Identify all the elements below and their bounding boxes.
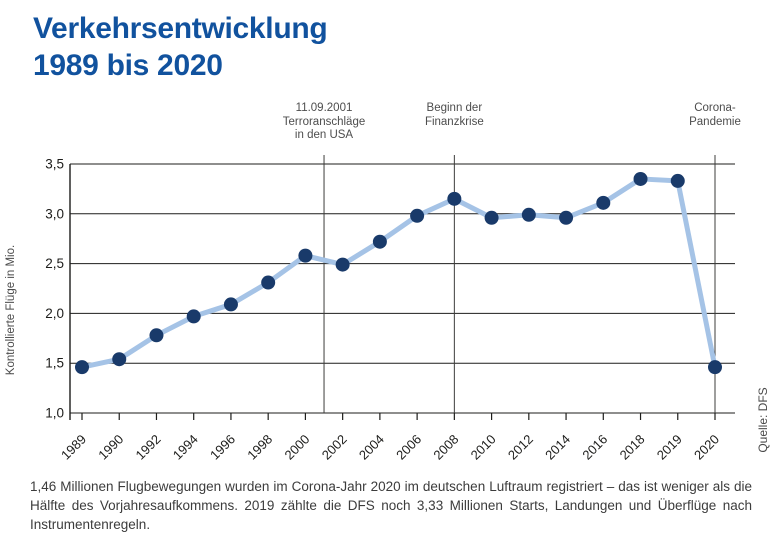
x-tick-label: 2006 <box>393 432 424 463</box>
y-tick-label: 2,0 <box>45 306 64 321</box>
data-point <box>335 257 350 272</box>
x-tick-label: 2018 <box>617 432 648 463</box>
chart-title-line2: 1989 bis 2020 <box>33 49 223 82</box>
data-point <box>75 360 89 375</box>
data-point <box>521 207 536 222</box>
source-credit: Quelle: DFS <box>756 387 770 453</box>
data-point <box>372 234 387 249</box>
data-point <box>410 208 425 223</box>
data-point <box>149 328 164 343</box>
data-point <box>670 173 685 188</box>
x-tick-label: 2000 <box>281 432 312 463</box>
data-point <box>633 171 648 186</box>
x-tick-label: 2012 <box>505 432 536 463</box>
x-tick-label: 1992 <box>133 432 164 463</box>
data-point <box>186 309 201 324</box>
y-axis-label: Kontrollierte Flüge in Mio. <box>5 244 17 376</box>
x-tick-label: 2016 <box>579 432 610 463</box>
x-tick-label: 1990 <box>95 432 126 463</box>
x-tick-label: 1994 <box>170 432 201 463</box>
data-point <box>298 248 313 263</box>
x-tick-label: 2020 <box>691 432 722 463</box>
series-line <box>79 176 718 370</box>
y-tick-label: 1,0 <box>45 406 64 421</box>
data-point <box>559 210 574 225</box>
x-tick-label: 2014 <box>542 432 573 463</box>
data-point <box>223 297 238 312</box>
x-tick-label: 2010 <box>468 432 499 463</box>
y-tick-label: 1,5 <box>45 356 64 371</box>
x-tick-label: 1996 <box>207 432 238 463</box>
y-tick-label: 3,5 <box>45 157 64 172</box>
x-tick-label: 2002 <box>319 432 350 463</box>
x-tick-label: 2004 <box>356 432 387 463</box>
data-point <box>261 275 276 290</box>
chart-title-line1: Verkehrsentwicklung <box>33 12 328 45</box>
caption-text: 1,46 Millionen Flugbewegungen wurden im … <box>30 479 752 532</box>
x-tick-label: 1998 <box>244 432 275 463</box>
chart-title: Verkehrsentwicklung 1989 bis 2020 <box>33 10 328 84</box>
data-point <box>708 360 722 375</box>
x-tick-label: 1989 <box>58 432 89 463</box>
data-point <box>596 195 611 210</box>
x-tick-label: 2019 <box>654 432 685 463</box>
data-point <box>484 210 499 225</box>
y-tick-label: 3,0 <box>45 206 64 221</box>
data-point <box>112 352 127 367</box>
data-point <box>447 191 462 206</box>
y-tick-label: 2,5 <box>45 256 64 271</box>
x-tick-label: 2008 <box>430 432 461 463</box>
